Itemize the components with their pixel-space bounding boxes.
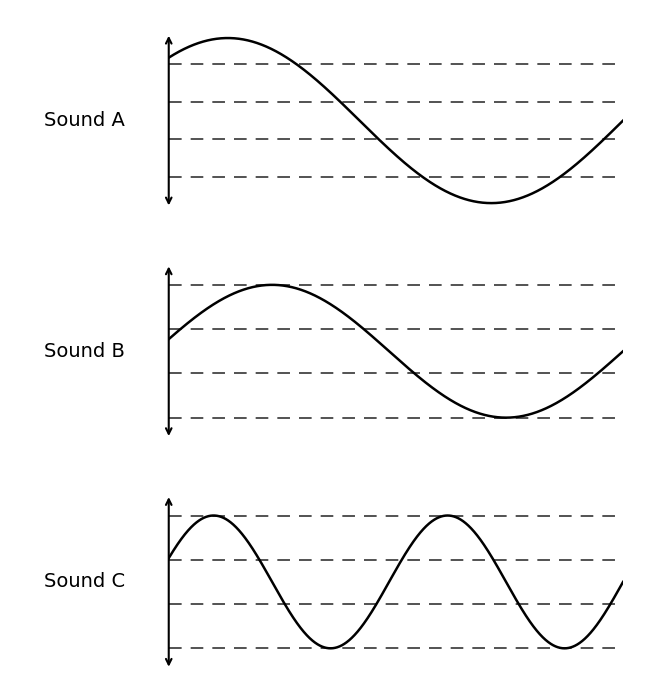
Text: Sound B: Sound B [44, 342, 125, 361]
Text: Sound C: Sound C [44, 572, 125, 591]
Text: Sound A: Sound A [44, 111, 125, 130]
